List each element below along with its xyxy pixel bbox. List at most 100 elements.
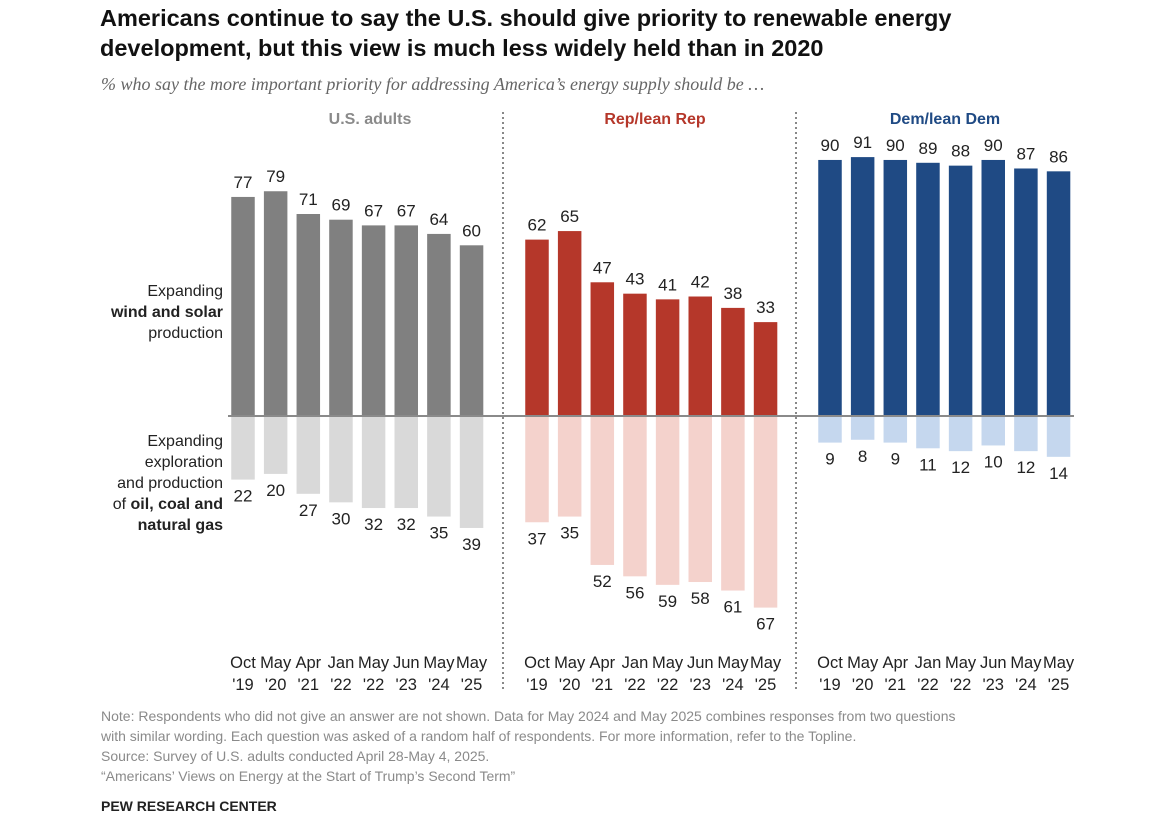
- bar-negative-rep-lean-rep: [590, 417, 615, 565]
- value-label-negative: 35: [560, 524, 579, 543]
- value-label-positive: 41: [658, 275, 677, 294]
- value-label-negative: 61: [723, 598, 742, 617]
- bar-positive-u-s-adults: [231, 196, 255, 416]
- bar-positive-dem-lean-dem: [818, 159, 842, 416]
- value-label-negative: 67: [756, 615, 775, 634]
- x-tick-year: '24: [722, 676, 744, 694]
- value-label-positive: 88: [951, 142, 970, 161]
- value-label-negative: 58: [691, 589, 710, 608]
- bar-positive-rep-lean-rep: [623, 293, 647, 416]
- x-tick-month: Apr: [589, 654, 615, 672]
- value-label-positive: 90: [821, 136, 840, 155]
- x-tick-year: '25: [461, 676, 483, 694]
- bar-positive-u-s-adults: [394, 225, 418, 416]
- bar-positive-dem-lean-dem: [981, 159, 1005, 416]
- bar-negative-u-s-adults: [394, 417, 418, 509]
- bar-negative-u-s-adults: [296, 417, 321, 494]
- x-tick-year: '23: [689, 676, 711, 694]
- value-label-positive: 64: [429, 210, 448, 229]
- panel-title-dem-lean-dem: Dem/lean Dem: [890, 111, 1000, 128]
- bar-positive-rep-lean-rep: [753, 322, 778, 416]
- x-tick-year: '21: [592, 676, 614, 694]
- row-label-negative-line-1: Expanding: [147, 433, 223, 450]
- value-label-positive: 38: [723, 284, 742, 303]
- x-tick-month: May: [1043, 654, 1075, 672]
- x-tick-year: '22: [330, 676, 352, 694]
- row-label-negative-line-5: natural gas: [138, 517, 223, 534]
- value-label-positive: 77: [234, 173, 253, 192]
- value-label-negative: 52: [593, 572, 612, 591]
- value-label-negative: 37: [528, 529, 547, 548]
- bar-negative-u-s-adults: [459, 417, 484, 528]
- x-tick-year: '20: [852, 676, 874, 694]
- plot-area: U.S. adults 77 22 Oct '19 79 20 May '20 71 27 Apr '2…: [228, 111, 1075, 694]
- x-tick-month: Jun: [980, 654, 1007, 672]
- x-tick-year: '24: [428, 676, 450, 694]
- row-label-positive-line-2: wind and solar: [110, 304, 223, 321]
- value-label-negative: 39: [462, 535, 481, 554]
- value-label-negative: 10: [984, 452, 1003, 471]
- x-tick-month: May: [847, 654, 879, 672]
- value-label-positive: 42: [691, 273, 710, 292]
- value-label-negative: 14: [1049, 464, 1068, 483]
- bar-negative-rep-lean-rep: [753, 417, 778, 608]
- x-tick-year: '21: [298, 676, 320, 694]
- row-label-negative-line-2: exploration: [145, 454, 223, 471]
- value-label-positive: 71: [299, 190, 318, 209]
- bar-positive-rep-lean-rep: [721, 307, 745, 416]
- bar-positive-rep-lean-rep: [557, 231, 582, 416]
- bar-negative-rep-lean-rep: [623, 417, 647, 577]
- value-label-negative: 12: [951, 458, 970, 477]
- value-label-negative: 20: [266, 481, 285, 500]
- x-tick-month: Jan: [622, 654, 649, 672]
- row-label-negative-line-4b: oil, coal and: [131, 496, 223, 513]
- x-tick-month: May: [456, 654, 488, 672]
- bar-positive-rep-lean-rep: [655, 299, 680, 416]
- bar-negative-u-s-adults: [329, 417, 353, 503]
- bar-negative-dem-lean-dem: [850, 417, 875, 440]
- x-tick-month: Apr: [882, 654, 908, 672]
- row-label-negative-line-4a: of: [113, 496, 131, 513]
- brand-label: PEW RESEARCH CENTER: [101, 798, 277, 814]
- bar-positive-u-s-adults: [296, 214, 321, 416]
- x-tick-year: '19: [819, 676, 841, 694]
- bar-negative-u-s-adults: [263, 417, 288, 474]
- row-label-positive-line-3: production: [148, 325, 223, 342]
- value-label-positive: 65: [560, 207, 579, 226]
- x-tick-year: '19: [232, 676, 254, 694]
- value-label-negative: 32: [397, 515, 416, 534]
- value-label-negative: 22: [234, 487, 253, 506]
- value-label-positive: 86: [1049, 147, 1068, 166]
- value-label-positive: 69: [331, 196, 350, 215]
- x-tick-month: May: [652, 654, 684, 672]
- value-label-negative: 56: [625, 583, 644, 602]
- x-tick-month: Oct: [230, 654, 256, 672]
- x-tick-month: Jun: [687, 654, 714, 672]
- value-label-negative: 8: [858, 447, 867, 466]
- x-tick-month: May: [554, 654, 586, 672]
- x-tick-month: May: [717, 654, 749, 672]
- x-tick-year: '25: [755, 676, 777, 694]
- bar-negative-rep-lean-rep: [688, 417, 712, 583]
- x-tick-year: '24: [1015, 676, 1037, 694]
- bar-negative-rep-lean-rep: [721, 417, 745, 591]
- value-label-positive: 91: [853, 133, 872, 152]
- x-tick-year: '22: [950, 676, 972, 694]
- bar-negative-dem-lean-dem: [818, 417, 842, 443]
- row-label-negative-line-4: of oil, coal and: [113, 496, 223, 513]
- note-line-1: Note: Respondents who did not give an an…: [101, 708, 956, 724]
- bar-positive-rep-lean-rep: [688, 296, 712, 416]
- x-tick-month: May: [750, 654, 782, 672]
- bar-negative-rep-lean-rep: [525, 417, 549, 523]
- row-label-negative: Expanding exploration and production of …: [113, 433, 223, 534]
- chart-subtitle: % who say the more important priority fo…: [101, 74, 764, 94]
- bar-negative-dem-lean-dem: [1014, 417, 1038, 452]
- source-line: Source: Survey of U.S. adults conducted …: [101, 748, 489, 764]
- x-tick-year: '20: [559, 676, 581, 694]
- value-label-positive: 33: [756, 298, 775, 317]
- value-label-negative: 12: [1016, 458, 1035, 477]
- row-label-positive-line-1: Expanding: [147, 283, 223, 300]
- value-label-positive: 79: [266, 167, 285, 186]
- panel-title-u-s-adults: U.S. adults: [329, 111, 412, 128]
